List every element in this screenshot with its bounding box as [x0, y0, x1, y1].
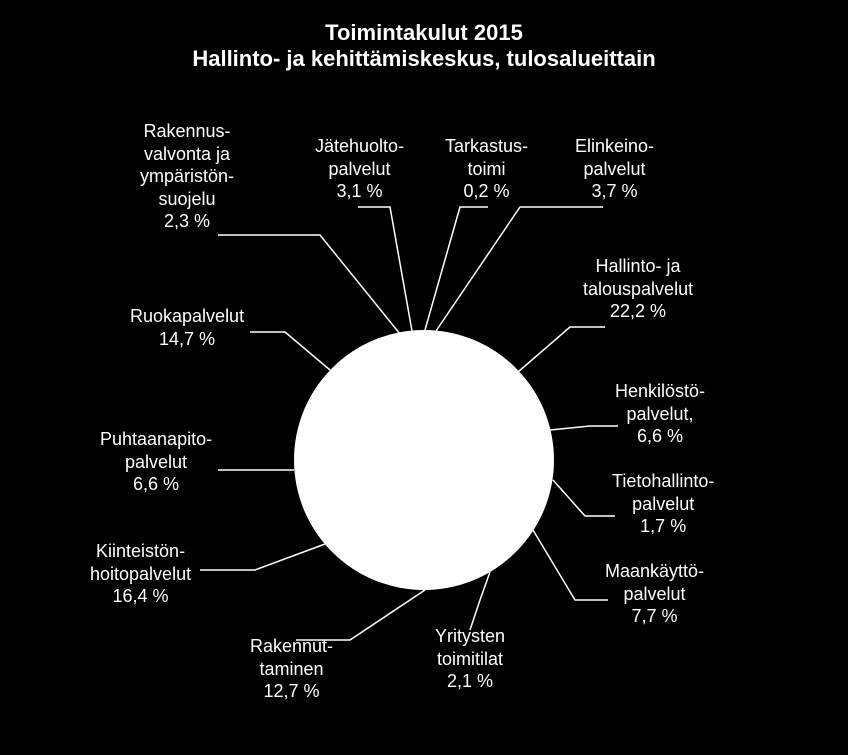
slice-label: Henkilöstö-palvelut,6,6 %	[615, 380, 705, 448]
slice-label-line: talouspalvelut	[583, 278, 693, 301]
slice-label-line: palvelut	[575, 158, 654, 181]
slice-label-line: Hallinto- ja	[583, 255, 693, 278]
slice-pct: 0,2 %	[445, 180, 528, 203]
slice-label: Tietohallinto-palvelut1,7 %	[612, 470, 714, 538]
slice-label-line: hoitopalvelut	[90, 563, 191, 586]
slice-label-line: Rakennut-	[250, 635, 333, 658]
slice-label-line: palvelut	[612, 493, 714, 516]
slice-label: Kiinteistön-hoitopalvelut16,4 %	[90, 540, 191, 608]
slice-label: Puhtaanapito-palvelut6,6 %	[100, 428, 212, 496]
slice-pct: 7,7 %	[605, 605, 704, 628]
leader-line	[553, 480, 615, 516]
chart-container: Toimintakulut 2015 Hallinto- ja kehittäm…	[0, 0, 848, 755]
slice-label: Yritystentoimitilat2,1 %	[435, 625, 505, 693]
slice-pct: 6,6 %	[100, 473, 212, 496]
pie-disc	[294, 330, 554, 590]
slice-label-line: toimi	[445, 158, 528, 181]
slice-pct: 3,1 %	[315, 180, 404, 203]
slice-pct: 2,3 %	[140, 210, 234, 233]
slice-pct: 6,6 %	[615, 425, 705, 448]
leader-line	[470, 572, 490, 630]
leader-line	[436, 207, 603, 331]
slice-label: Jätehuolto-palvelut3,1 %	[315, 135, 404, 203]
slice-label: Rakennus-valvonta jaympäristön-suojelu2,…	[140, 120, 234, 233]
leader-line	[358, 207, 412, 331]
leader-line	[533, 530, 608, 600]
leader-line	[250, 332, 330, 370]
slice-label: Rakennut-taminen12,7 %	[250, 635, 333, 703]
slice-label-line: palvelut,	[615, 403, 705, 426]
slice-pct: 2,1 %	[435, 670, 505, 693]
slice-label-line: valvonta ja	[140, 143, 234, 166]
leader-line	[218, 235, 400, 334]
slice-label-line: toimitilat	[435, 648, 505, 671]
leader-line	[296, 590, 425, 640]
slice-label-line: palvelut	[605, 583, 704, 606]
slice-label-line: suojelu	[140, 188, 234, 211]
slice-label: Elinkeino-palvelut3,7 %	[575, 135, 654, 203]
slice-label-line: Maankäyttö-	[605, 560, 704, 583]
slice-label-line: Ruokapalvelut	[130, 305, 244, 328]
slice-label: Maankäyttö-palvelut7,7 %	[605, 560, 704, 628]
leader-line	[200, 544, 325, 570]
slice-label-line: palvelut	[100, 451, 212, 474]
slice-label-line: taminen	[250, 658, 333, 681]
slice-label-line: Tietohallinto-	[612, 470, 714, 493]
leader-line	[550, 426, 618, 430]
slice-label: Ruokapalvelut14,7 %	[130, 305, 244, 350]
slice-label: Hallinto- jatalouspalvelut22,2 %	[583, 255, 693, 323]
slice-label-line: ympäristön-	[140, 165, 234, 188]
slice-pct: 16,4 %	[90, 585, 191, 608]
slice-label-line: Puhtaanapito-	[100, 428, 212, 451]
leader-line	[518, 327, 605, 372]
slice-pct: 12,7 %	[250, 680, 333, 703]
slice-label-line: Kiinteistön-	[90, 540, 191, 563]
slice-label-line: Tarkastus-	[445, 135, 528, 158]
slice-pct: 22,2 %	[583, 300, 693, 323]
slice-pct: 14,7 %	[130, 328, 244, 351]
slice-pct: 3,7 %	[575, 180, 654, 203]
slice-label-line: palvelut	[315, 158, 404, 181]
slice-label: Tarkastus-toimi0,2 %	[445, 135, 528, 203]
slice-label-line: Henkilöstö-	[615, 380, 705, 403]
slice-pct: 1,7 %	[612, 515, 714, 538]
slice-label-line: Yritysten	[435, 625, 505, 648]
slice-label-line: Jätehuolto-	[315, 135, 404, 158]
slice-label-line: Elinkeino-	[575, 135, 654, 158]
slice-label-line: Rakennus-	[140, 120, 234, 143]
